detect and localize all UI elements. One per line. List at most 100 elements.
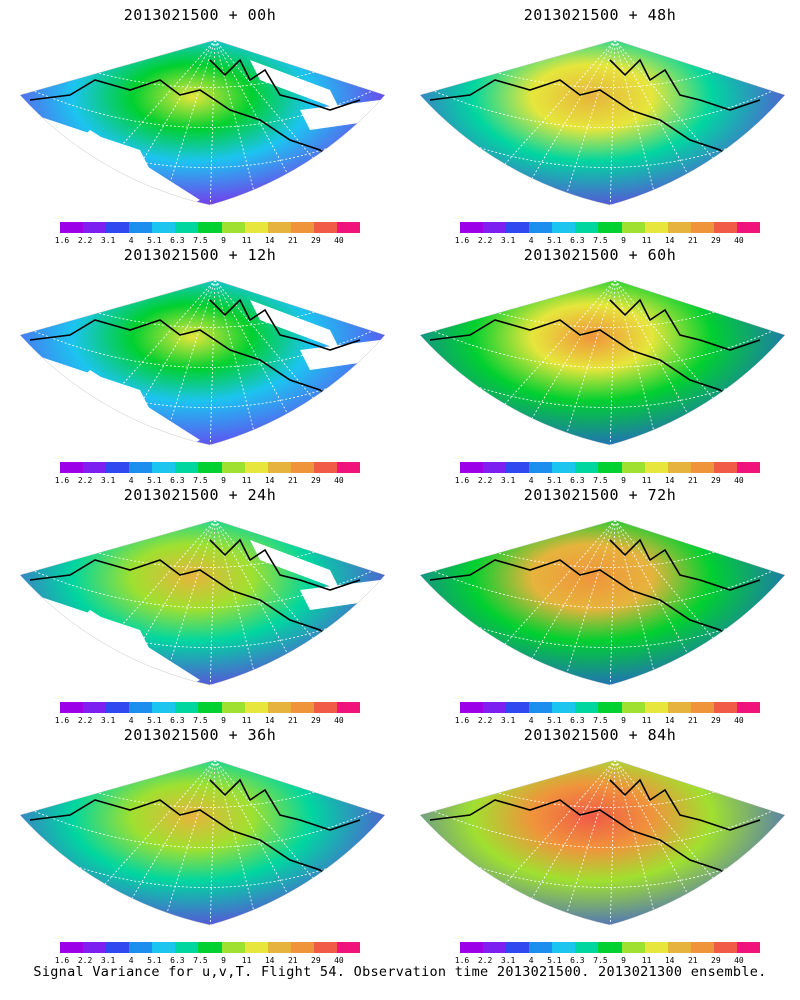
color-bar-swatch — [575, 222, 599, 233]
panel-title: 2013021500 + 12h — [123, 246, 277, 264]
color-bar-tick-label: 14 — [264, 716, 275, 725]
color-bar-tick-label: 4 — [528, 956, 534, 965]
color-bar-tick-label: 3.1 — [500, 956, 516, 965]
color-bar-swatch — [736, 222, 761, 233]
panel-title: 2013021500 + 36h — [123, 726, 277, 744]
latitude-gridline — [20, 804, 385, 848]
color-bar-swatch — [106, 942, 130, 953]
color-bar-tick-label: 2.2 — [77, 236, 93, 245]
latitude-gridline — [420, 324, 785, 368]
color-bar-swatch — [152, 702, 176, 713]
color-bar-tick-label: 1.6 — [454, 716, 470, 725]
color-bar-swatch — [506, 942, 530, 953]
map-boundary — [419, 519, 786, 686]
longitude-gridline — [459, 760, 616, 925]
color-bar-swatch — [644, 222, 668, 233]
color-bar-tick-label: 6.3 — [170, 236, 185, 245]
color-bar-tick-label: 40 — [334, 476, 344, 485]
color-bar-swatch — [198, 462, 222, 473]
color-bar-tick-label: 7.5 — [593, 476, 608, 485]
color-bar-tick-label: 7.5 — [193, 956, 208, 965]
color-bar-tick-label: 21 — [287, 956, 298, 965]
color-bar-labels: 1.6 2.2 3.1 4 5.1 6.3 7.5 9 11 14 21 29 40 — [55, 476, 360, 486]
latitude-gridline — [420, 284, 785, 328]
color-bar-swatch — [313, 942, 337, 953]
latitude-gridline — [420, 124, 785, 168]
longitude-gridline — [459, 280, 616, 445]
color-bar-tick-label: 7.5 — [193, 236, 208, 245]
panel-title: 2013021500 + 72h — [523, 486, 677, 504]
color-bar-tick-label: 1.6 — [54, 476, 70, 485]
color-bar-tick-label: 14 — [664, 476, 675, 485]
color-bar-tick-label: 29 — [311, 236, 321, 245]
color-bar-tick-label: 11 — [241, 476, 252, 485]
coastline — [429, 538, 761, 651]
color-bar-swatch — [644, 462, 668, 473]
color-bar-tick-label: 5.1 — [547, 956, 562, 965]
longitude-gridline — [59, 520, 216, 685]
latitude-gridline — [20, 524, 385, 568]
color-bar-swatch — [506, 462, 530, 473]
color-bar-tick-label: 4 — [128, 236, 134, 245]
color-bar-tick-label: 3.1 — [500, 236, 516, 245]
color-bar-tick-label: 4 — [128, 956, 134, 965]
no-data-region — [250, 300, 340, 350]
color-bar-tick-label: 40 — [334, 956, 344, 965]
color-bar-swatch — [175, 462, 199, 473]
color-bar — [460, 702, 761, 713]
color-bar-tick-label: 29 — [711, 716, 721, 725]
polar-map — [419, 759, 786, 926]
color-bar-tick-label: 1.6 — [54, 956, 70, 965]
coastline — [429, 298, 761, 411]
color-bar-swatch — [667, 462, 691, 473]
color-bar-swatch — [736, 942, 761, 953]
color-bar-tick-label: 11 — [641, 716, 652, 725]
color-bar-tick-label: 29 — [311, 476, 321, 485]
color-bar-tick-label: 14 — [264, 236, 275, 245]
color-bar-swatch — [221, 702, 245, 713]
color-bar-swatch — [290, 222, 314, 233]
color-bar-tick-label: 6.3 — [170, 476, 185, 485]
coastline — [29, 58, 361, 171]
color-bar-swatch — [198, 222, 222, 233]
color-bar-tick-label: 9 — [621, 716, 626, 725]
color-bar-swatch — [267, 222, 291, 233]
color-bar-swatch — [667, 942, 691, 953]
color-bar-swatch — [690, 942, 714, 953]
color-bar-swatch — [313, 462, 337, 473]
color-bar-tick-label: 21 — [687, 956, 698, 965]
color-bar-tick-label: 9 — [221, 716, 226, 725]
color-bar-swatch — [313, 702, 337, 713]
map-panel-36h: 2013021500 + 36h 1.6 2.2 3.1 4 5.1 6.3 7.5 9 11 14… — [0, 720, 400, 970]
color-bar-tick-label: 1.6 — [454, 956, 470, 965]
color-bar-tick-label: 40 — [334, 716, 344, 725]
color-bar-swatch — [175, 222, 199, 233]
color-bar-swatch — [552, 222, 576, 233]
color-bar-tick-label: 14 — [664, 716, 675, 725]
longitude-gridline — [59, 760, 216, 925]
color-bar-tick-label: 29 — [711, 236, 721, 245]
color-bar-tick-label: 14 — [264, 956, 275, 965]
map-boundary — [19, 759, 386, 926]
color-bar-swatch — [460, 702, 484, 713]
coastline — [29, 778, 361, 891]
color-bar-tick-label: 2.2 — [477, 476, 493, 485]
color-bar-tick-label: 40 — [734, 236, 744, 245]
panel-title: 2013021500 + 60h — [523, 246, 677, 264]
color-bar-swatch — [83, 462, 107, 473]
color-bar-swatch — [336, 702, 361, 713]
color-bar-tick-label: 2.2 — [477, 236, 493, 245]
latitude-gridline — [420, 604, 785, 648]
color-bar-swatch — [267, 462, 291, 473]
polar-map — [419, 519, 786, 686]
panel-title: 2013021500 + 84h — [523, 726, 677, 744]
color-bar-tick-label: 29 — [311, 956, 321, 965]
coastline — [29, 538, 361, 651]
color-bar-tick-label: 3.1 — [100, 476, 116, 485]
color-bar-tick-label: 21 — [687, 236, 698, 245]
latitude-gridline — [20, 324, 385, 368]
map-panel-72h: 2013021500 + 72h 1.6 2.2 3.1 4 5.1 6.3 7.5 9 11 14… — [400, 480, 800, 730]
color-bar-swatch — [267, 942, 291, 953]
longitude-gridline — [59, 40, 216, 205]
color-bar — [60, 462, 361, 473]
